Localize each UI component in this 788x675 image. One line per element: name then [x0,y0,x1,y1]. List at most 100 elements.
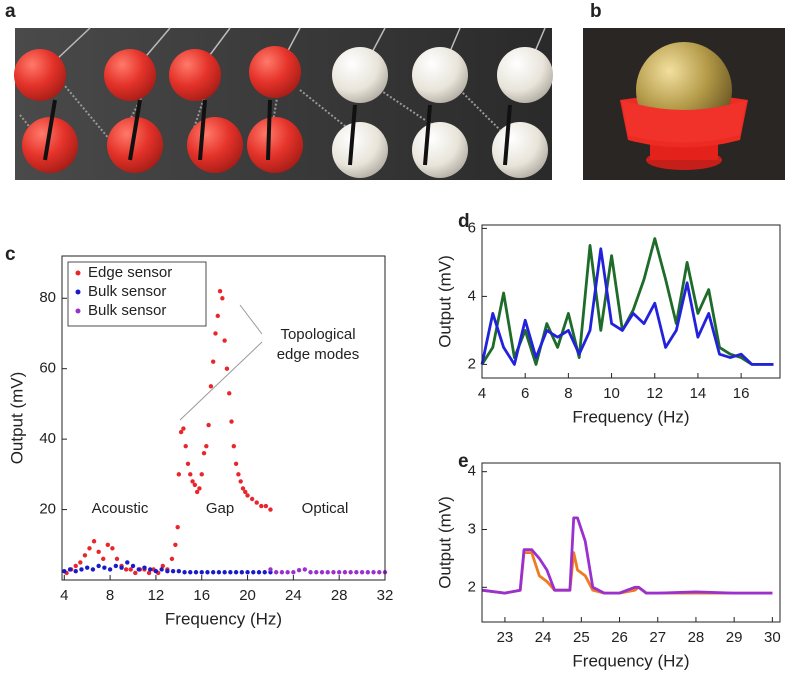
x-tick-label: 8 [106,587,114,604]
point [227,391,232,396]
y-axis-label: Output (mV) [435,496,454,589]
point [193,570,199,575]
point [216,570,222,575]
x-tick-label: 29 [726,629,743,646]
x-tick-label: 23 [497,629,514,646]
point [254,500,259,505]
point [359,570,365,575]
point [308,570,313,575]
point [119,565,124,570]
point [133,570,138,576]
point [102,565,107,570]
point [268,567,273,572]
y-tick-label: 3 [468,520,476,537]
point [194,489,200,495]
point [188,472,193,477]
point [262,570,267,575]
point [96,549,101,555]
plot-frame [481,462,781,623]
legend-marker [75,270,81,276]
point [87,546,92,551]
y-tick-label: 20 [39,501,56,518]
legend-marker [75,289,81,295]
point [82,553,88,558]
point [314,570,319,575]
point [105,542,111,547]
point [243,489,248,495]
line [481,551,773,595]
point [213,331,218,336]
point [192,482,198,488]
legend-label: Bulk sensor [88,283,166,300]
point [176,568,182,574]
point [233,570,239,575]
point [336,570,342,575]
point [229,419,234,424]
point [236,472,241,477]
point [130,563,136,569]
point [348,570,353,575]
annotation-pointer [179,304,263,421]
point [178,429,184,435]
point [256,570,262,575]
point [160,563,165,569]
x-tick-label: 12 [148,587,165,604]
point [101,556,106,562]
x-tick-label: 30 [764,629,781,646]
point [371,570,376,575]
x-tick-label: 4 [60,587,68,604]
point [165,568,170,574]
point [259,503,264,509]
point [73,563,78,569]
point [136,567,141,572]
point [125,560,130,565]
annotation: Optical [302,500,349,517]
legend-label: Edge sensor [88,264,172,281]
x-tick-label: 28 [688,629,705,646]
point [123,567,129,572]
panel-label: b [590,1,602,22]
x-tick-label: 16 [193,587,210,604]
point [90,567,96,572]
plot-frame [481,224,781,379]
legend-box [67,261,207,327]
point [170,568,176,574]
x-tick-label: 26 [611,629,628,646]
plot-frame [61,255,386,581]
point [231,443,237,449]
point [175,524,180,530]
point [185,461,191,466]
point [233,461,239,466]
point [222,570,227,575]
x-tick-label: 32 [377,587,394,604]
point [173,542,178,547]
x-tick-label: 16 [733,385,750,402]
x-tick-label: 24 [535,629,552,646]
point [215,313,220,319]
photo-b [583,28,785,180]
x-tick-label: 12 [646,385,663,402]
point [153,568,159,574]
x-tick-label: 4 [478,385,486,402]
point [73,568,78,574]
panel-label: a [5,1,16,22]
point [199,472,204,477]
point [113,563,119,569]
point [159,567,164,572]
point [197,486,202,491]
point [263,503,269,509]
y-tick-label: 2 [468,578,476,595]
point [79,567,84,572]
point [377,570,382,575]
point [249,496,255,502]
point [206,422,211,428]
annotation: edge modes [277,346,360,363]
point [91,539,97,544]
legend-label: Bulk sensor [88,302,166,319]
point [147,567,153,572]
point [183,443,188,449]
x-tick-label: 6 [521,385,529,402]
point [285,570,290,575]
point [96,563,101,569]
